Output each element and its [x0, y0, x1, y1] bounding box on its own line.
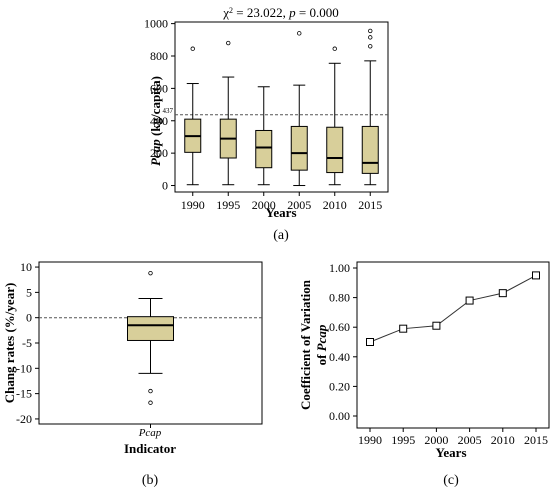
chart-c-ytick-label: 0.00: [329, 409, 350, 423]
chart-b-outlier: [148, 388, 153, 394]
chart-b-xlabel: Indicator: [124, 441, 176, 456]
chart-c-point-marker: [399, 324, 408, 333]
chart-a-outlier: [226, 40, 231, 46]
chart-a-xtick-label: 2000: [252, 198, 276, 212]
chart-b-ytick-label: 5: [26, 285, 32, 299]
chart-b-ytick-label: -5: [22, 336, 32, 350]
chart-a-outlier: [368, 44, 373, 49]
chart-a-box: [326, 126, 344, 174]
chart-c-point-marker: [465, 296, 474, 305]
chart-a-ylabel: Pcap (kg/capita): [148, 76, 163, 166]
chart-b-ylabel: Chang rates (%/year): [2, 283, 17, 404]
chart-b-ytick-label: 0: [26, 311, 32, 325]
chart-a-title: χ2 = 23.022, p = 0.000: [222, 5, 338, 20]
panel-label-a: (a): [273, 228, 289, 243]
chart-c-ytick-label: 0.60: [329, 320, 350, 334]
chart-b-box: [127, 316, 174, 341]
chart-a-xtick-label: 2015: [358, 198, 382, 212]
chart-a-outlier: [190, 46, 195, 51]
chart-c-series-line: [369, 274, 537, 343]
chart-a-outlier: [332, 46, 337, 51]
chart-a-plot-frame: [174, 21, 389, 193]
chart-b-ytick-label: -15: [16, 387, 32, 401]
chart-c-xtick-label: 2010: [491, 433, 515, 447]
chart-b-ytick-label: -20: [16, 412, 32, 426]
chart-b-outlier: [148, 400, 153, 405]
chart-c-ytick-label: 1.00: [329, 261, 350, 275]
chart-a-ytick-label: 200: [150, 146, 168, 160]
chart-c-ytick-label: 0.80: [329, 291, 350, 305]
chart-a: χ2 = 23.022, p = 0.000 0 200 400 600 800 1000…: [144, 5, 389, 243]
chart-a-xtick-label: 2005: [287, 198, 311, 212]
chart-a-outlier: [297, 31, 302, 36]
chart-c-plot-frame: [356, 261, 550, 429]
chart-c-point-marker: [532, 271, 540, 280]
chart-a-xtick-label: 2010: [323, 198, 347, 212]
chart-c-point-marker: [432, 321, 441, 330]
chart-a-outlier: [368, 28, 373, 34]
chart-a-xtick-label: 1990: [181, 198, 205, 212]
chart-c-point-marker: [498, 289, 507, 298]
chart-c-xtick-label: 1990: [358, 433, 382, 447]
chart-b-category-label: Pcap: [138, 427, 162, 439]
chart-b-outlier: [148, 270, 153, 276]
chart-a-reference-label: 437: [163, 107, 174, 115]
chart-c: 0.00 0.20 0.40 0.60 0.80 1.00 1990 1995 2000 200…: [298, 261, 550, 488]
chart-c-ylabel-line2: of Pcap: [314, 324, 329, 365]
chart-a-ytick-label: 400: [150, 114, 168, 128]
chart-a-ytick-label: 600: [150, 81, 168, 95]
chart-c-xtick-label: 1995: [391, 433, 415, 447]
chart-c-xtick-label: 2015: [524, 433, 548, 447]
panel-label-c: (c): [443, 473, 459, 488]
chart-b-ytick-label: -10: [16, 361, 32, 375]
chart-a-xlabel: Years: [265, 205, 296, 220]
panel-label-b: (b): [142, 473, 159, 488]
chart-a-box: [290, 125, 308, 171]
chart-c-ytick-label: 0.40: [329, 350, 350, 364]
chart-c-xtick-label: 2005: [458, 433, 482, 447]
chart-a-xtick-label: 1995: [216, 198, 240, 212]
chart-b-ytick-label: 10: [20, 260, 32, 274]
chart-a-outlier: [368, 35, 373, 40]
chart-b: 10 5 0 -5 -10 -15 -20 Pcap Chang rates (%/year…: [2, 260, 263, 488]
chart-a-ytick-label: 1000: [144, 17, 168, 31]
chart-c-xlabel: Years: [435, 445, 466, 460]
chart-a-ytick-label: 800: [150, 49, 168, 63]
chart-a-ytick-label: 0: [162, 179, 168, 193]
chart-a-box: [361, 125, 379, 174]
chart-c-ylabel: Coefficient of Variation: [298, 279, 313, 410]
chart-c-point-marker: [366, 338, 374, 346]
chart-c-ytick-label: 0.20: [329, 379, 350, 393]
chart-a-box: [255, 129, 273, 169]
chart-c-xtick-label: 2000: [424, 433, 448, 447]
